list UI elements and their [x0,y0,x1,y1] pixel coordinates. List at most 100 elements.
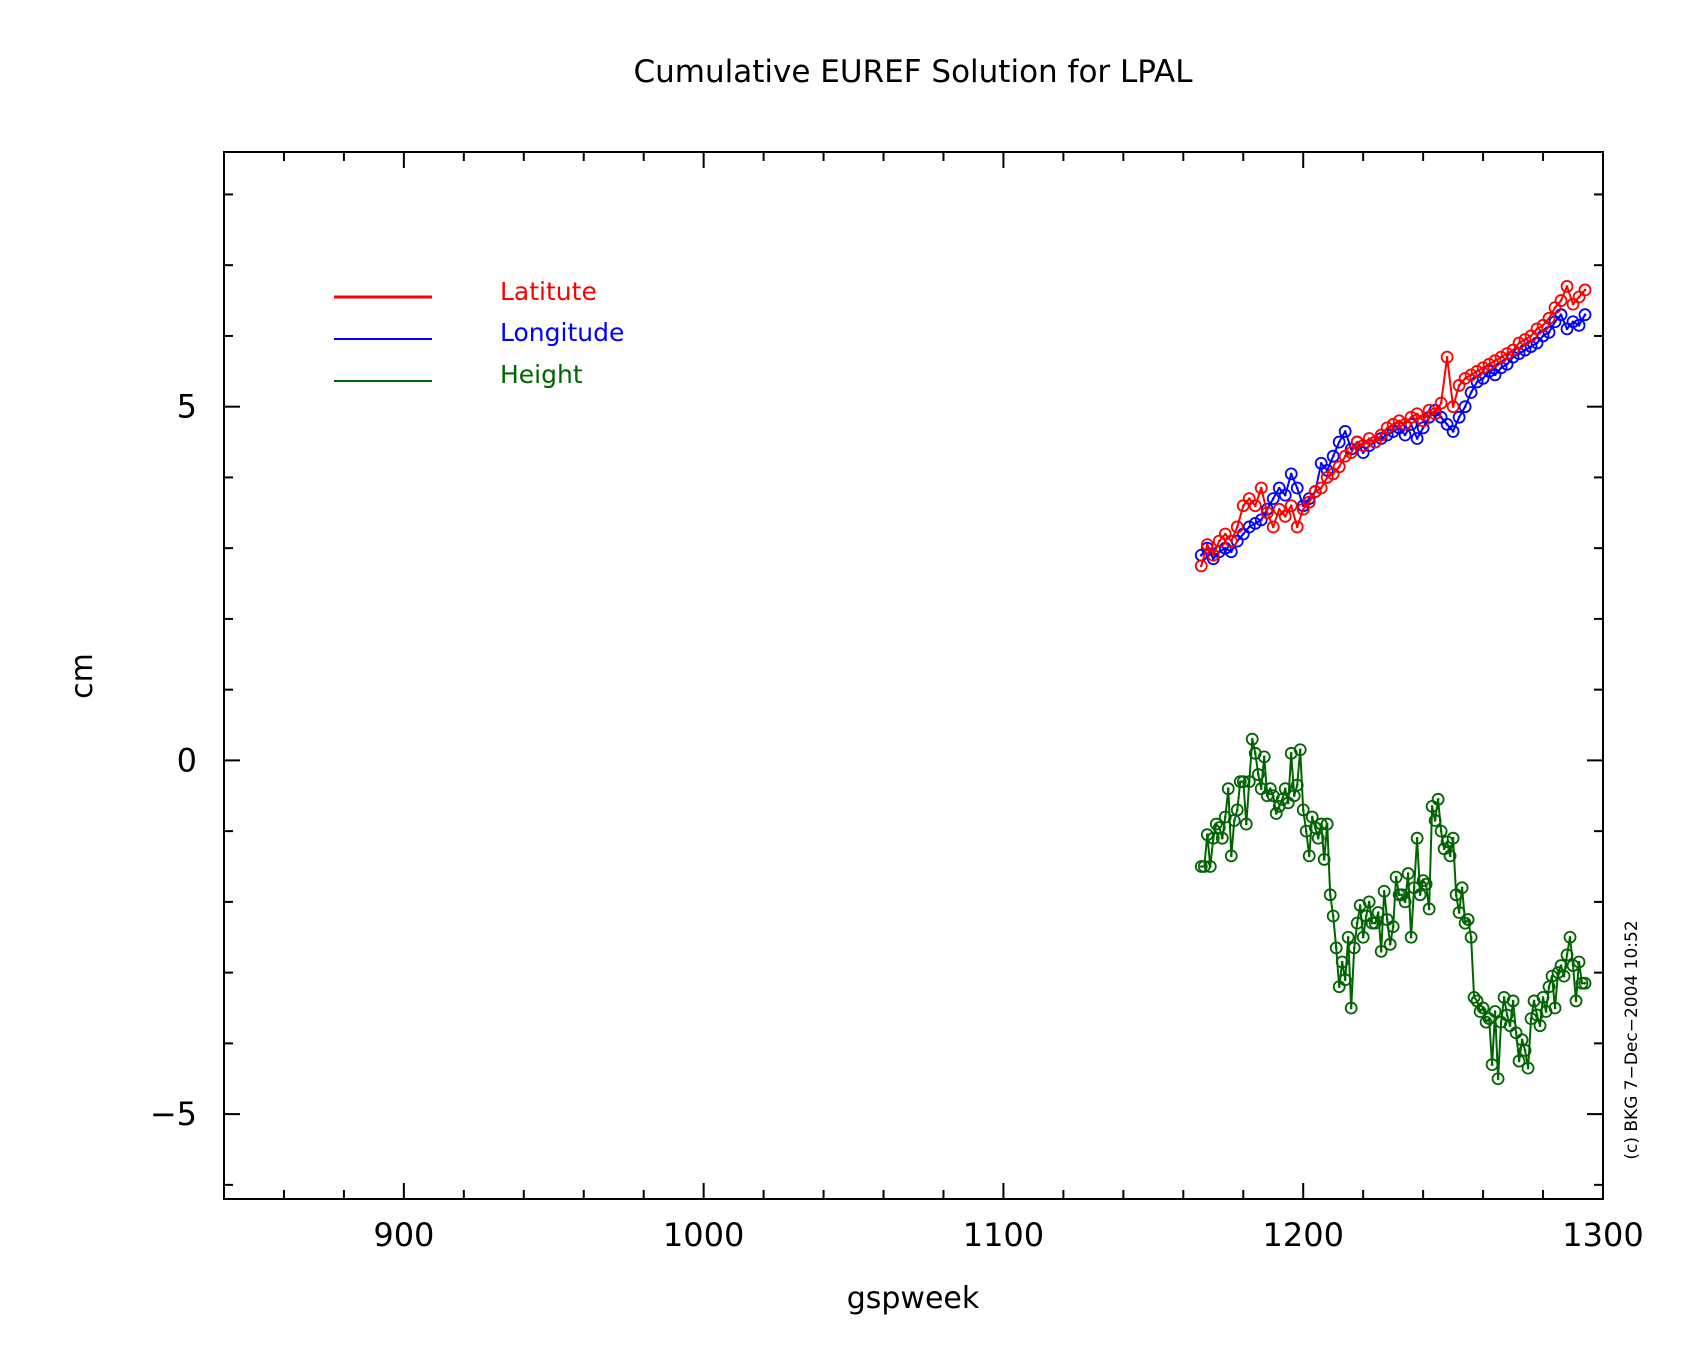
data-point-longitude [1578,308,1592,322]
data-point-height [1410,831,1424,845]
data-point-latitute [1440,350,1454,364]
data-point-center-height [1475,999,1479,1003]
data-point-center-height [1493,1010,1497,1013]
data-point-center-height [1331,914,1335,918]
data-point-center-latitute [1337,465,1341,469]
data-point-center-height [1508,1024,1512,1027]
data-point-center-latitute [1211,553,1215,557]
data-point-height [1413,888,1427,902]
data-point-height [1296,803,1310,817]
data-point-center-latitute [1331,472,1335,476]
data-point-center-latitute [1361,444,1365,447]
data-point-center-longitude [1211,557,1215,561]
data-point-longitude [1446,425,1460,438]
data-point-longitude [1338,425,1352,438]
data-point-latitute [1578,283,1592,297]
copyright-label: (c) BKG 7−Dec−2004 10:52 [1622,920,1642,1159]
data-point-height [1326,909,1340,923]
data-point-center-height [1553,1006,1557,1010]
data-point-center-longitude [1457,415,1461,419]
data-point-height [1446,831,1460,845]
data-point-latitute [1248,499,1262,513]
data-point-height [1257,750,1271,764]
data-point-height [1362,895,1376,909]
data-point-height [1512,1054,1526,1068]
data-point-height [1428,814,1442,827]
data-point-latitute [1416,414,1430,428]
data-point-center-latitute [1265,511,1269,515]
data-point-center-height [1481,1006,1485,1010]
data-point-center-longitude [1469,391,1473,394]
data-point-center-height [1469,935,1473,939]
data-point-center-height [1328,893,1332,897]
data-point-center-height [1226,787,1230,790]
data-point-center-height [1337,985,1341,989]
data-point-center-height [1274,812,1278,815]
data-point-center-latitute [1295,525,1299,529]
data-point-height [1242,775,1256,789]
data-point-center-height [1244,822,1248,826]
data-point-center-height [1448,854,1452,858]
data-point-longitude [1416,421,1430,435]
data-point-height [1572,955,1586,969]
data-point-center-latitute [1373,440,1377,444]
data-point-height [1536,990,1550,1004]
axes-layer: 900 1000 1100 1200 1300 −5 0 5 [150,152,1644,1254]
y-tick-label: 0 [177,741,197,779]
data-point-latitute [1194,559,1208,573]
data-point-center-height [1562,974,1566,978]
data-point-center-height [1367,900,1371,904]
data-point-center-height [1574,999,1578,1003]
data-point-center-height [1427,907,1431,911]
data-point-center-height [1298,748,1302,752]
data-point-latitute [1344,446,1358,460]
data-point-center-latitute [1271,525,1275,529]
data-point-height [1398,895,1412,909]
data-point-center-height [1211,836,1215,840]
data-point-height [1431,792,1445,806]
data-point-height [1548,1001,1562,1015]
data-point-height [1341,930,1355,944]
data-point-height [1464,930,1478,944]
data-point-center-height [1391,925,1395,928]
plot-frame [223,151,1604,1200]
data-point-height [1374,944,1388,958]
data-point-center-height [1250,737,1254,741]
data-point-center-longitude [1259,518,1263,522]
data-point-height [1578,976,1592,990]
series-line-height [1201,738,1585,1080]
data-point-height [1401,867,1415,880]
data-point-latitute [1260,506,1274,520]
data-point-center-height [1334,946,1338,950]
data-point-latitute [1428,407,1442,421]
data-point-height [1263,782,1277,796]
data-point-center-height [1499,1020,1503,1024]
data-point-center-longitude [1361,451,1365,454]
data-point-center-longitude [1535,341,1539,345]
data-point-center-height [1286,801,1290,805]
x-tick-label: 1100 [963,1216,1044,1254]
data-point-center-latitute [1349,451,1353,454]
data-point-center-latitute [1301,507,1305,511]
data-point-center-height [1541,996,1545,999]
data-point-center-latitute [1319,486,1323,490]
data-point-center-height [1364,914,1368,918]
data-point-center-height [1238,780,1242,783]
data-point-longitude [1278,488,1292,502]
data-point-height [1488,1005,1502,1018]
data-point-center-latitute [1421,419,1425,423]
data-point-center-height [1466,918,1470,921]
data-point-height [1404,930,1418,944]
data-point-center-longitude [1559,313,1563,317]
data-point-center-height [1526,1066,1530,1070]
data-point-center-longitude [1421,426,1425,430]
series-height [1194,732,1592,1086]
data-point-height [1329,941,1343,955]
data-point-center-height [1340,960,1344,964]
data-point-height [1302,849,1316,863]
data-point-height [1569,994,1583,1008]
data-point-center-latitute [1553,306,1557,309]
data-point-center-height [1292,794,1296,798]
data-point-center-height [1394,875,1398,879]
